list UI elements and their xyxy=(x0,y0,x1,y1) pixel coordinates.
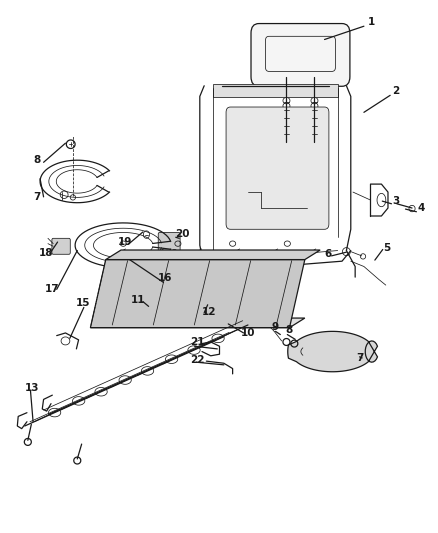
Polygon shape xyxy=(106,250,319,260)
Text: 1: 1 xyxy=(367,17,374,27)
Text: 19: 19 xyxy=(118,237,132,247)
FancyBboxPatch shape xyxy=(251,23,349,86)
Polygon shape xyxy=(90,318,304,328)
FancyBboxPatch shape xyxy=(158,232,180,253)
FancyBboxPatch shape xyxy=(52,238,70,254)
Text: 22: 22 xyxy=(189,356,204,365)
Text: 11: 11 xyxy=(131,295,145,305)
Bar xyxy=(212,84,337,98)
Text: 5: 5 xyxy=(383,243,390,253)
Text: 4: 4 xyxy=(417,203,424,213)
Text: 2: 2 xyxy=(392,86,399,96)
Text: 18: 18 xyxy=(39,248,53,258)
FancyBboxPatch shape xyxy=(226,107,328,229)
Text: 3: 3 xyxy=(392,196,399,206)
Text: 8: 8 xyxy=(33,155,41,165)
Text: 13: 13 xyxy=(25,383,39,393)
Text: 15: 15 xyxy=(76,298,90,309)
Text: 8: 8 xyxy=(285,325,292,335)
Text: 17: 17 xyxy=(44,284,59,294)
Text: 21: 21 xyxy=(189,337,204,347)
Polygon shape xyxy=(287,332,377,372)
Text: 7: 7 xyxy=(355,353,363,363)
Text: 12: 12 xyxy=(201,308,216,318)
Text: 7: 7 xyxy=(33,192,41,202)
Text: 16: 16 xyxy=(157,273,171,283)
FancyBboxPatch shape xyxy=(191,300,219,320)
Text: 9: 9 xyxy=(271,322,278,332)
FancyBboxPatch shape xyxy=(146,297,177,321)
Text: 20: 20 xyxy=(174,229,189,239)
Polygon shape xyxy=(90,260,304,328)
Text: 10: 10 xyxy=(240,328,254,337)
Text: 6: 6 xyxy=(324,249,331,259)
